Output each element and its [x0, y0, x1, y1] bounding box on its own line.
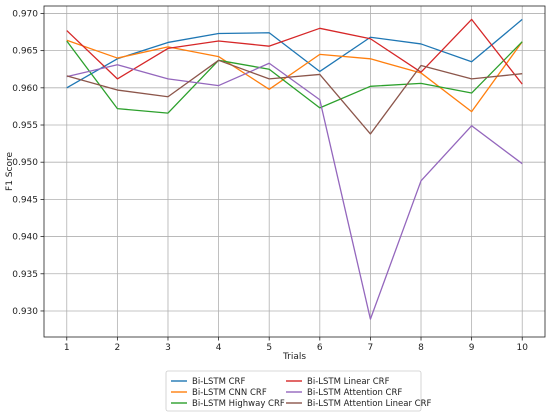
axis-ticks: 1 2 3 4 5 6 7 8 9 10 0.930 0.935 0.940 0.945 0.950 0.95…	[12, 9, 528, 353]
x-tick-label: 3	[165, 343, 171, 353]
legend-entry: Bi-LSTM Attention Linear CRF	[307, 399, 432, 409]
x-axis-label: Trials	[282, 352, 306, 362]
y-tick-label: 0.945	[12, 195, 38, 205]
legend-entry: Bi-LSTM Attention CRF	[307, 388, 402, 398]
x-tick-label: 2	[115, 343, 121, 353]
series-line-6	[66, 59, 523, 135]
y-tick-label: 0.960	[12, 84, 38, 94]
series-line-1	[66, 18, 523, 89]
y-tick-label: 0.970	[12, 9, 38, 19]
series-line-2	[66, 39, 523, 113]
series-line-5	[66, 62, 523, 320]
legend-entry: Bi-LSTM Linear CRF	[307, 377, 390, 387]
x-tick-label: 5	[266, 343, 272, 353]
x-tick-label: 10	[517, 343, 529, 353]
y-tick-label: 0.965	[12, 47, 38, 57]
series-line-4	[66, 18, 523, 85]
legend-entry: Bi-LSTM CRF	[192, 377, 245, 387]
x-tick-label: 6	[317, 343, 323, 353]
x-tick-label: 9	[469, 343, 475, 353]
y-tick-label: 0.940	[12, 233, 38, 243]
y-tick-label: 0.935	[12, 270, 38, 280]
y-tick-label: 0.955	[12, 121, 38, 131]
x-tick-label: 1	[64, 343, 70, 353]
y-axis-label: F1 Score	[5, 152, 15, 191]
y-tick-label: 0.930	[12, 307, 38, 317]
legend-box	[165, 370, 422, 412]
y-tick-label: 0.950	[12, 158, 38, 168]
legend-entry: Bi-LSTM Highway CRF	[192, 399, 285, 409]
legend-entry: Bi-LSTM CNN CRF	[192, 388, 267, 398]
series-line-3	[66, 40, 523, 114]
plot-area	[43, 5, 546, 338]
x-tick-label: 7	[368, 343, 374, 353]
grid	[44, 6, 545, 337]
series-lines	[66, 18, 523, 320]
x-tick-label: 4	[216, 343, 222, 353]
x-tick-label: 8	[418, 343, 424, 353]
